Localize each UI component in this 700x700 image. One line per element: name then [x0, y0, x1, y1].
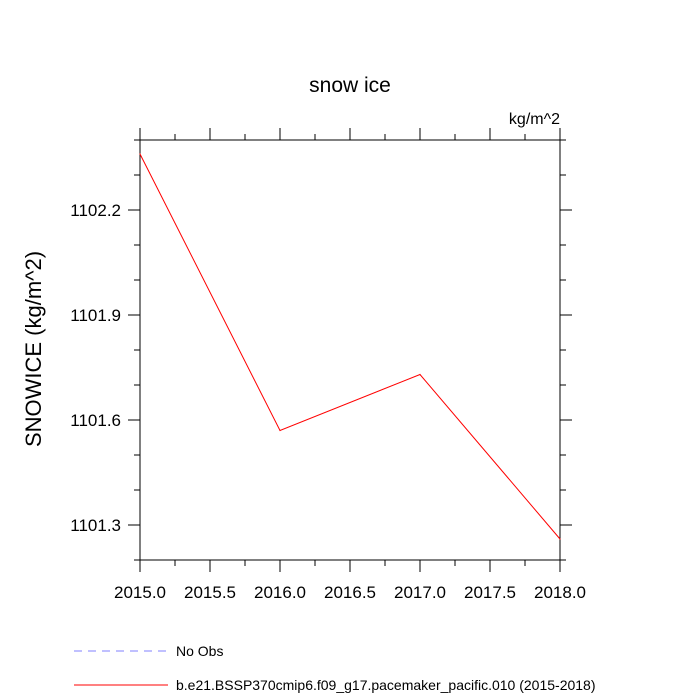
data-point: [559, 538, 561, 540]
data-point: [279, 429, 281, 432]
y-tick-label: 1101.9: [70, 306, 121, 325]
x-tick-label: 2018.0: [534, 583, 586, 602]
units-label: kg/m^2: [509, 111, 560, 128]
legend: No Obs b.e21.BSSP370cmip6.f09_g17.pacemak…: [74, 643, 596, 693]
series-layer: [139, 153, 561, 540]
x-tick-label: 2015.5: [184, 583, 236, 602]
legend-label: No Obs: [176, 643, 223, 659]
series-line: [139, 153, 561, 540]
data-point: [139, 153, 141, 155]
y-tick-label: 1101.3: [70, 516, 121, 535]
chart-title: snow ice: [309, 74, 391, 97]
y-axis-label: SNOWICE (kg/m^2): [21, 251, 46, 447]
legend-label: b.e21.BSSP370cmip6.f09_g17.pacemaker_pac…: [176, 677, 596, 693]
data-point: [419, 373, 421, 376]
x-tick-label: 2016.5: [324, 583, 376, 602]
axis-ticks: [128, 128, 572, 572]
axis-tick-labels: 2015.0 2015.5 2016.0 2016.5 2017.0 2017.5 2018…: [70, 201, 586, 602]
x-tick-label: 2017.0: [394, 583, 446, 602]
y-tick-label: 1102.2: [70, 201, 121, 220]
plot-frame: [139, 139, 561, 561]
x-tick-label: 2016.0: [254, 583, 306, 602]
y-tick-label: 1101.6: [70, 411, 121, 430]
x-tick-label: 2015.0: [114, 583, 166, 602]
x-tick-label: 2017.5: [464, 583, 516, 602]
